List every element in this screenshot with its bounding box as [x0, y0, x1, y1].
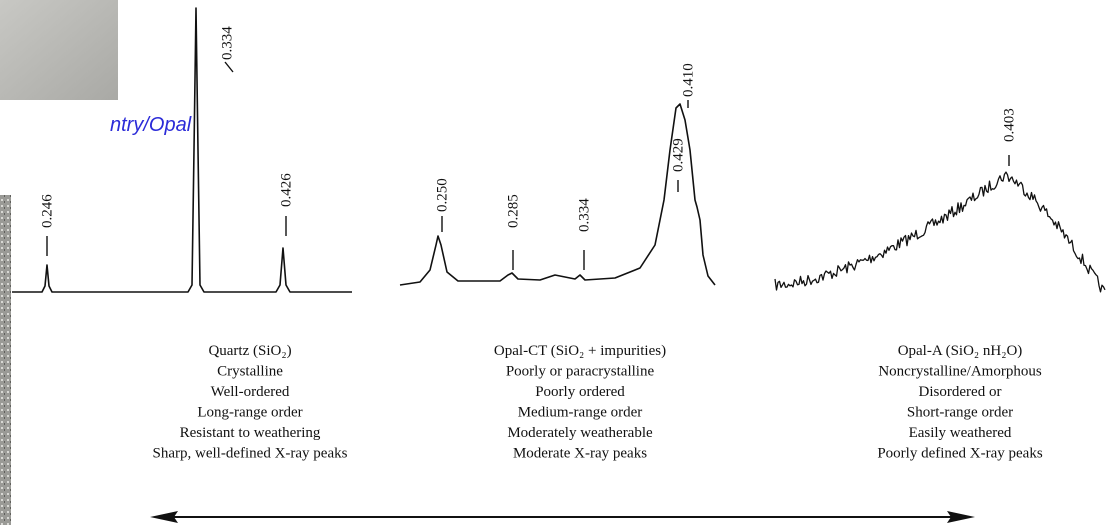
description-line: Long-range order: [197, 405, 302, 421]
peak-label: 0.403: [1001, 108, 1017, 142]
description-line: Easily weathered: [909, 425, 1012, 441]
quartz-trace: [12, 7, 352, 293]
description-line: Poorly defined X-ray peaks: [877, 446, 1043, 462]
arrow-head-left: [150, 511, 178, 523]
description-line: Quartz (SiO₂): [208, 343, 291, 359]
photo-strip: [0, 195, 11, 525]
description-line: Medium-range order: [518, 405, 643, 421]
description-line: Noncrystalline/Amorphous: [878, 364, 1041, 380]
opal-a-trace: [774, 171, 1106, 293]
description-line: Resistant to weathering: [180, 425, 321, 441]
peak-label: 0.426: [278, 173, 294, 207]
peak-label: 0.334: [576, 198, 592, 232]
description-line: Moderate X-ray peaks: [513, 446, 647, 462]
peak-label: 0.250: [434, 178, 450, 212]
description-line: Well-ordered: [211, 384, 290, 400]
description-line: Short-range order: [907, 405, 1013, 421]
peak-label: 0.410: [680, 63, 696, 97]
description-line: Disordered or: [919, 384, 1002, 400]
photo: [0, 0, 118, 100]
peak-label: 0.285: [505, 194, 521, 228]
arrow-head-right: [947, 511, 975, 523]
caption: ntry/Opal: [110, 114, 192, 136]
description-line: Poorly ordered: [535, 384, 625, 400]
description-line: Crystalline: [217, 364, 283, 380]
opal-ct-trace: [399, 103, 716, 286]
description-line: Sharp, well-defined X-ray peaks: [153, 446, 348, 462]
description-line: Moderately weatherable: [507, 425, 653, 441]
peak-label: 0.246: [39, 194, 55, 228]
peak-tick: [224, 61, 234, 73]
peak-label: 0.429: [670, 138, 686, 172]
description-line: Opal-CT (SiO₂ + impurities): [494, 343, 666, 359]
description-line: Opal-A (SiO₂ nH₂O): [898, 343, 1023, 359]
peak-label: 0.334: [219, 26, 235, 60]
description-line: Poorly or paracrystalline: [506, 364, 655, 380]
